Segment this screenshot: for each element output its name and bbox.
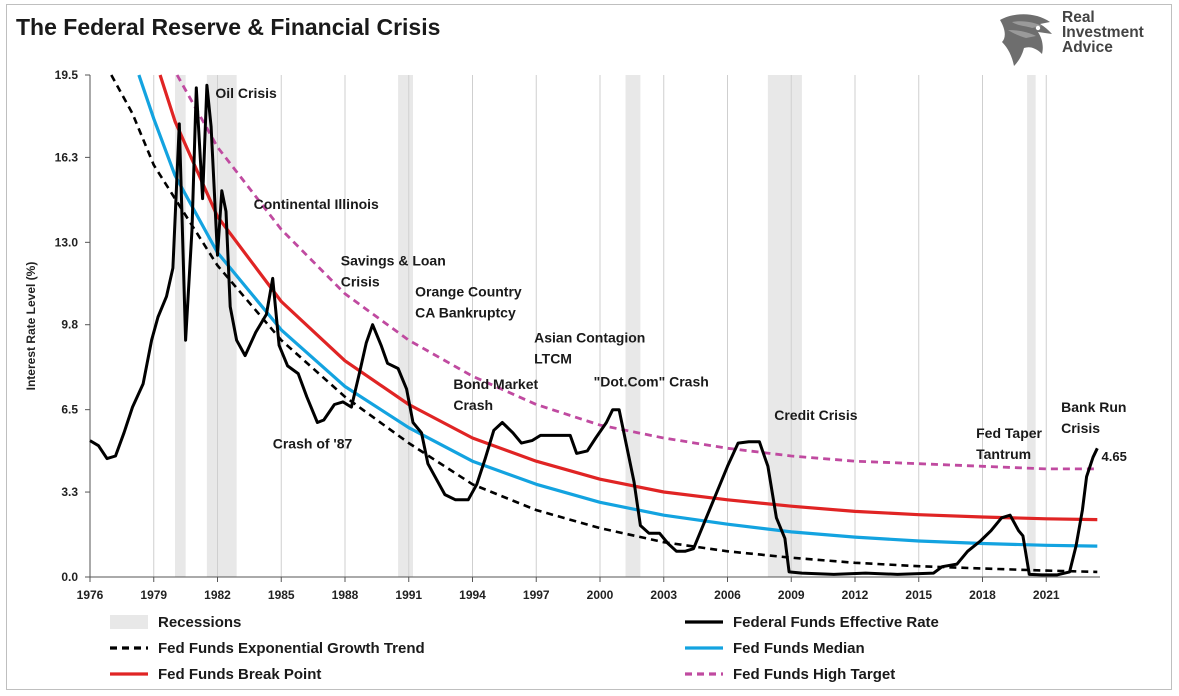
x-tick-label: 1976 [77,588,104,602]
y-tick-label: 16.3 [55,150,79,164]
annotation-line: Oil Crisis [215,85,277,101]
recession-band [175,75,186,577]
x-tick-label: 1979 [140,588,167,602]
annotation-line: Savings & Loan [341,253,446,269]
annotation-label: Savings & Loan Crisis [341,253,446,290]
annotation-label: 4.65 [1102,449,1127,464]
legend-label: Federal Funds Effective Rate [733,614,939,631]
x-tick-label: 2012 [842,588,869,602]
annotation-line: Crisis [341,274,380,290]
legend: Recessions Federal Funds Effective Rate Fe… [110,614,939,683]
annotations: Oil Crisis Continental Illinois Savings & … [215,85,1126,464]
recession-bands [175,75,1036,577]
series-line-fed-funds-high-target [175,74,1098,471]
annotation-label: Bond Market Crash [453,376,538,413]
annotation-line: Tantrum [976,446,1031,462]
annotation-label: Crash of '87 [273,435,353,451]
legend-label: Fed Funds Median [733,640,865,657]
annotation-line: LTCM [534,351,572,367]
annotation-label: Bank Run Crisis [1061,399,1126,436]
annotation-line: Continental Illinois [254,196,379,212]
x-tick-label: 1991 [395,588,422,602]
legend-swatch-recessions [110,615,148,629]
chart-frame [6,4,1172,690]
legend-label: Fed Funds High Target [733,666,895,683]
annotation-line: "Dot.Com" Crash [594,373,709,389]
y-tick-label: 3.3 [61,485,78,499]
annotation-label: Fed Taper Tantrum [976,425,1042,462]
series-line-fed-funds-median [137,74,1098,548]
annotation-line: Credit Crisis [774,407,857,423]
y-tick-label: 6.5 [61,403,78,417]
annotation-label: Oil Crisis [215,85,277,101]
annotation-line: CA Bankruptcy [415,304,516,320]
x-tick-label: 2018 [969,588,996,602]
annotation-line: 4.65 [1102,449,1127,464]
series-line-fed-funds-break-point [158,74,1098,522]
recession-band [398,75,413,577]
x-tick-label: 2015 [905,588,932,602]
series-line-exponential-growth-trend [110,74,1098,574]
annotation-label: Asian Contagion LTCM [534,330,645,367]
x-tick-label: 2006 [714,588,741,602]
x-tick-label: 1985 [268,588,295,602]
axes: 1976 1979 1982 1985 1988 1991 1994 1997 2000 2003… [55,68,1100,602]
logo-line-2: Investment [1062,24,1144,41]
annotation-line: Bank Run [1061,399,1126,415]
series-line-fed-funds-effective-rate [89,83,1099,577]
annotation-line: Crash of '87 [273,435,353,451]
annotation-label: Continental Illinois [254,196,379,212]
legend-label: Fed Funds Break Point [158,666,321,683]
brand-logo-text: Real Investment Advice [1062,9,1144,56]
y-tick-label: 19.5 [55,68,79,82]
legend-label: Recessions [158,614,241,631]
y-tick-label: 0.0 [61,570,78,584]
x-tick-label: 2009 [778,588,805,602]
annotation-line: Crisis [1061,420,1100,436]
logo-line-1: Real [1062,9,1095,26]
x-tick-label: 2021 [1033,588,1060,602]
x-tick-label: 2000 [587,588,614,602]
x-tick-label: 1988 [332,588,359,602]
x-tick-label: 1994 [459,588,486,602]
logo-line-3: Advice [1062,39,1113,56]
x-tick-label: 1997 [523,588,550,602]
annotation-label: Credit Crisis [774,407,857,423]
x-tick-label: 2003 [650,588,677,602]
y-tick-label: 9.8 [61,318,78,332]
eagle-head-icon [1000,14,1052,66]
annotation-line: Fed Taper [976,425,1042,441]
annotation-line: Crash [453,397,493,413]
annotation-label: Orange Country CA Bankruptcy [415,283,522,320]
x-tick-label: 1982 [204,588,231,602]
series-lines [89,74,1099,577]
recession-band [1027,75,1036,577]
annotation-label: "Dot.Com" Crash [594,373,709,389]
y-axis-label: Interest Rate Level (%) [24,262,38,391]
y-tick-label: 13.0 [55,235,79,249]
annotation-line: Orange Country [415,283,522,299]
chart-title: The Federal Reserve & Financial Crisis [16,14,441,40]
annotation-line: Bond Market [453,376,538,392]
brand-logo [992,8,1167,68]
legend-label: Fed Funds Exponential Growth Trend [158,640,425,657]
annotation-line: Asian Contagion [534,330,645,346]
